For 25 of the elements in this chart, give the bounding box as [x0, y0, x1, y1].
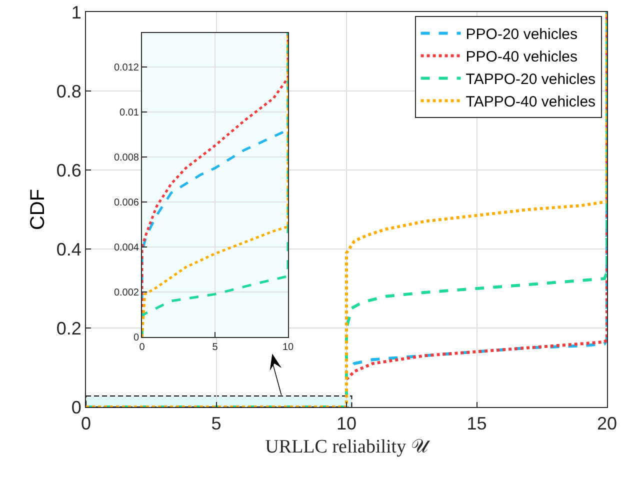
- y-tick-label: 0.012: [114, 62, 140, 74]
- legend-label: TAPPO-20 vehicles: [466, 71, 596, 88]
- x-tick-label: 10: [336, 414, 357, 434]
- x-tick-label: 15: [466, 414, 487, 434]
- y-tick-label: 0.006: [114, 197, 140, 208]
- y-tick-label: 0.002: [114, 287, 140, 298]
- y-tick-label: 0.2: [56, 318, 82, 338]
- x-tick-label: 20: [596, 414, 618, 434]
- legend-label: PPO-40 vehicles: [466, 48, 578, 66]
- legend-label: PPO-20 vehicles: [466, 26, 578, 44]
- x-axis-title: URLLC reliability 𝒰: [265, 436, 431, 458]
- y-tick-label: 0.008: [114, 152, 140, 164]
- y-tick-label: 0: [71, 397, 82, 418]
- x-tick-label: 5: [212, 342, 218, 353]
- y-tick-label: 0.6: [56, 160, 82, 180]
- y-tick-label: 1: [71, 2, 82, 22]
- x-tick-label: 10: [282, 342, 294, 353]
- y-tick-label: 0: [133, 332, 140, 344]
- y-axis-title: CDF: [26, 188, 49, 230]
- legend-label: TAPPO-40 vehicles: [466, 94, 596, 111]
- y-tick-label: 0.8: [56, 81, 82, 102]
- y-tick-label: 0.01: [120, 107, 140, 118]
- x-tick-label: 5: [211, 414, 222, 434]
- y-tick-label: 0.004: [114, 242, 140, 254]
- y-tick-label: 0.4: [56, 239, 82, 260]
